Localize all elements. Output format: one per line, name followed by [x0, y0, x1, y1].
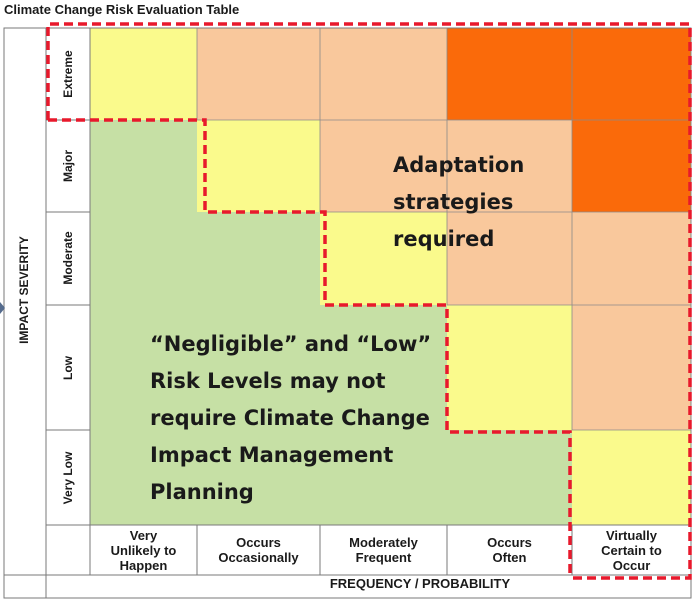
cell-moderate-often — [447, 212, 572, 305]
row-label-extreme: Extreme — [61, 50, 75, 98]
column-label-certain: Virtually Certain to Occur — [601, 527, 662, 573]
cell-major-occasionally — [197, 120, 320, 212]
cell-extreme-often — [447, 28, 572, 120]
cell-major-certain — [572, 120, 691, 212]
low-risk-note: “Negligible” and “Low” Risk Levels may n… — [150, 332, 432, 504]
column-label-often: Occurs Often — [487, 535, 532, 565]
cell-major-often — [447, 120, 572, 212]
cell-verylow-certain — [572, 430, 691, 525]
column-label-frequent: Moderately Frequent — [349, 535, 418, 565]
dashed-outline-low-risk — [48, 118, 572, 578]
dashed-outline-high-risk — [46, 22, 692, 580]
column-label-occasionally: Occurs Occasionally — [218, 535, 299, 565]
cell-moderate-certain — [572, 212, 691, 305]
cell-low-certain — [572, 305, 691, 430]
cell-major-frequent — [320, 120, 447, 212]
row-label-very-low: Very Low — [61, 451, 75, 505]
adaptation-note: Adaptation strategies required — [393, 153, 525, 251]
cell-extreme-certain — [572, 28, 691, 120]
green-region — [90, 120, 572, 525]
cell-low-often — [447, 305, 572, 430]
left-arrow-icon — [0, 302, 5, 314]
row-label-moderate: Moderate — [61, 231, 75, 285]
page-title: Climate Change Risk Evaluation Table — [4, 2, 240, 17]
column-label-very-unlikely: Very Unlikely to Happen — [110, 527, 177, 573]
cell-extreme-frequent — [320, 28, 447, 120]
row-label-major: Major — [61, 149, 75, 183]
frequency-axis-label: FREQUENCY / PROBABILITY — [329, 576, 511, 591]
cell-extreme-very-unlikely — [90, 28, 197, 120]
row-label-low: Low — [61, 356, 75, 380]
cell-extreme-occasionally — [197, 28, 320, 120]
cell-moderate-frequent — [320, 212, 447, 305]
